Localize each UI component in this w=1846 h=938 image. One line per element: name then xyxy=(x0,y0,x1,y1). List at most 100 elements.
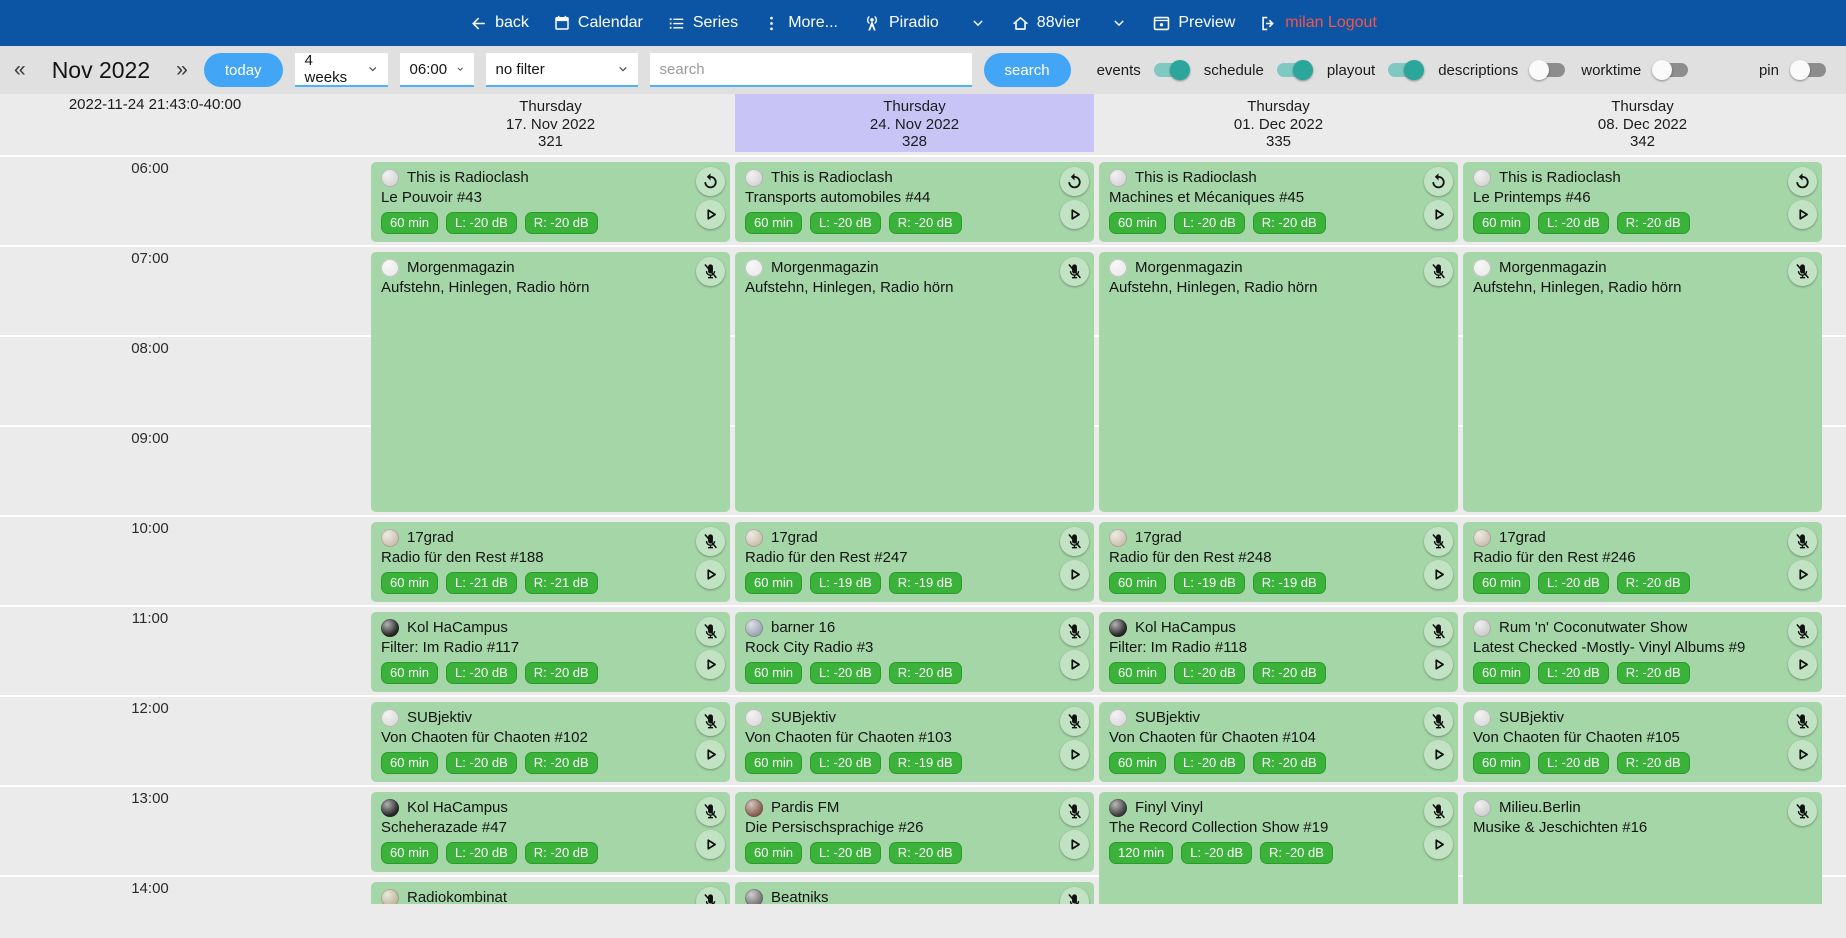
play-button[interactable] xyxy=(1060,650,1089,679)
replay-button[interactable] xyxy=(696,167,725,196)
play-button[interactable] xyxy=(696,560,725,589)
play-button[interactable] xyxy=(696,830,725,859)
mic-off-button[interactable] xyxy=(696,797,725,826)
start-time-select[interactable]: 06:00 xyxy=(399,53,474,87)
mic-off-button[interactable] xyxy=(696,887,725,904)
back-button[interactable]: back xyxy=(469,14,529,33)
nav-item-series[interactable]: Series xyxy=(667,14,738,33)
event-card[interactable]: Finyl Vinyl The Record Collection Show #1… xyxy=(1099,792,1458,904)
event-card[interactable]: SUBjektiv Von Chaoten für Chaoten #105 60 … xyxy=(1463,702,1822,782)
events-toggle[interactable] xyxy=(1152,60,1190,80)
nav-item-preview[interactable]: Preview xyxy=(1152,14,1235,33)
play-button[interactable] xyxy=(1424,740,1453,769)
search-input[interactable] xyxy=(649,53,972,87)
play-button[interactable] xyxy=(696,740,725,769)
event-card[interactable]: Pardis FM Die Persischsprachige #26 60 min… xyxy=(735,792,1094,872)
playout-toggle[interactable] xyxy=(1386,60,1425,80)
event-card[interactable]: Kol HaCampus Filter: Im Radio #118 60 min L… xyxy=(1099,612,1458,692)
event-card[interactable]: Morgenmagazin Aufstehn, Hinlegen, Radio h… xyxy=(371,252,730,512)
day-header[interactable]: Thursday 17. Nov 2022 321 xyxy=(371,94,730,151)
event-card[interactable]: Rum 'n' Coconutwater Show Latest Checked … xyxy=(1463,612,1822,692)
play-button[interactable] xyxy=(1788,560,1817,589)
event-card[interactable]: 17grad Radio für den Rest #248 60 min L: -1… xyxy=(1099,522,1458,602)
play-button[interactable] xyxy=(1788,740,1817,769)
mic-off-button[interactable] xyxy=(696,707,725,736)
search-button[interactable]: search xyxy=(983,53,1071,87)
event-card[interactable]: 17grad Radio für den Rest #247 60 min L: -1… xyxy=(735,522,1094,602)
event-card[interactable]: barner 16 Rock City Radio #3 60 min L: -20 … xyxy=(735,612,1094,692)
calendar-scroll-area[interactable]: 2022-11-24 21:43:0-40:00 06:00 07:00 08:00… xyxy=(0,94,1846,904)
mic-off-button[interactable] xyxy=(1060,257,1089,286)
nav-item-more[interactable]: More... xyxy=(762,14,838,33)
mic-off-button[interactable] xyxy=(1424,527,1453,556)
play-button[interactable] xyxy=(1060,740,1089,769)
mic-off-button[interactable] xyxy=(1424,797,1453,826)
event-card[interactable]: Morgenmagazin Aufstehn, Hinlegen, Radio h… xyxy=(1099,252,1458,512)
nav-item-station[interactable]: Piradio xyxy=(862,13,939,33)
play-button[interactable] xyxy=(1788,200,1817,229)
play-button[interactable] xyxy=(1424,650,1453,679)
play-button[interactable] xyxy=(1424,830,1453,859)
mic-off-button[interactable] xyxy=(1060,527,1089,556)
event-card[interactable]: This is Radioclash Le Pouvoir #43 60 min L:… xyxy=(371,162,730,242)
replay-button[interactable] xyxy=(1424,167,1453,196)
play-button[interactable] xyxy=(1060,830,1089,859)
event-card[interactable]: 17grad Radio für den Rest #246 60 min L: -2… xyxy=(1463,522,1822,602)
mic-off-button[interactable] xyxy=(1424,257,1453,286)
event-card[interactable]: Kol HaCampus Filter: Im Radio #117 60 min L… xyxy=(371,612,730,692)
mic-off-button[interactable] xyxy=(1060,887,1089,904)
mic-off-button[interactable] xyxy=(1060,617,1089,646)
event-card[interactable]: Kol HaCampus Scheherazade #47 60 min L: -20… xyxy=(371,792,730,872)
descriptions-toggle[interactable] xyxy=(1529,60,1567,80)
mic-off-button[interactable] xyxy=(1424,617,1453,646)
event-card[interactable]: This is Radioclash Le Printemps #46 60 min… xyxy=(1463,162,1822,242)
nav-item-channel[interactable]: 88vier xyxy=(1011,14,1080,33)
play-button[interactable] xyxy=(1060,200,1089,229)
event-card[interactable]: Beatniks xyxy=(735,882,1094,904)
play-button[interactable] xyxy=(1424,560,1453,589)
mic-off-button[interactable] xyxy=(696,617,725,646)
replay-button[interactable] xyxy=(1788,167,1817,196)
channel-dropdown-chevron-icon[interactable] xyxy=(1110,14,1128,32)
schedule-toggle[interactable] xyxy=(1275,60,1313,80)
event-card[interactable]: Milieu.Berlin Musike & Jeschichten #16 xyxy=(1463,792,1822,904)
mic-off-button[interactable] xyxy=(1424,707,1453,736)
next-month-button[interactable]: » xyxy=(176,58,188,81)
mic-off-button[interactable] xyxy=(1788,707,1817,736)
filter-select[interactable]: no filter xyxy=(485,53,638,87)
day-header[interactable]: Thursday 08. Dec 2022 342 xyxy=(1463,94,1822,151)
range-select[interactable]: 4 weeks xyxy=(294,52,388,87)
event-card[interactable]: SUBjektiv Von Chaoten für Chaoten #102 60 … xyxy=(371,702,730,782)
play-button[interactable] xyxy=(696,650,725,679)
replay-button[interactable] xyxy=(1060,167,1089,196)
station-dropdown-chevron-icon[interactable] xyxy=(969,14,987,32)
event-card[interactable]: Morgenmagazin Aufstehn, Hinlegen, Radio h… xyxy=(735,252,1094,512)
mic-off-button[interactable] xyxy=(696,527,725,556)
event-card[interactable]: Radiokombinat xyxy=(371,882,730,904)
pin-toggle[interactable] xyxy=(1790,60,1828,80)
logout-button[interactable]: milan Logout xyxy=(1259,14,1377,33)
day-header[interactable]: Thursday 01. Dec 2022 335 xyxy=(1099,94,1458,151)
mic-off-button[interactable] xyxy=(1788,797,1817,826)
mic-off-button[interactable] xyxy=(1788,257,1817,286)
play-button[interactable] xyxy=(696,200,725,229)
worktime-toggle[interactable] xyxy=(1652,60,1690,80)
event-card[interactable]: This is Radioclash Transports automobiles… xyxy=(735,162,1094,242)
event-card[interactable]: 17grad Radio für den Rest #188 60 min L: -2… xyxy=(371,522,730,602)
day-header[interactable]: Thursday 24. Nov 2022 328 xyxy=(735,94,1094,151)
play-button[interactable] xyxy=(1788,650,1817,679)
mic-off-button[interactable] xyxy=(696,257,725,286)
event-card[interactable]: SUBjektiv Von Chaoten für Chaoten #103 60 … xyxy=(735,702,1094,782)
mic-off-button[interactable] xyxy=(1060,707,1089,736)
mic-off-button[interactable] xyxy=(1060,797,1089,826)
event-card[interactable]: Morgenmagazin Aufstehn, Hinlegen, Radio h… xyxy=(1463,252,1822,512)
play-button[interactable] xyxy=(1424,200,1453,229)
event-card[interactable]: SUBjektiv Von Chaoten für Chaoten #104 60 … xyxy=(1099,702,1458,782)
prev-month-button[interactable]: « xyxy=(14,58,26,81)
nav-item-calendar[interactable]: Calendar xyxy=(553,14,643,32)
today-button[interactable]: today xyxy=(203,53,283,87)
mic-off-button[interactable] xyxy=(1788,617,1817,646)
play-button[interactable] xyxy=(1060,560,1089,589)
event-card[interactable]: This is Radioclash Machines et Mécaniques… xyxy=(1099,162,1458,242)
mic-off-button[interactable] xyxy=(1788,527,1817,556)
